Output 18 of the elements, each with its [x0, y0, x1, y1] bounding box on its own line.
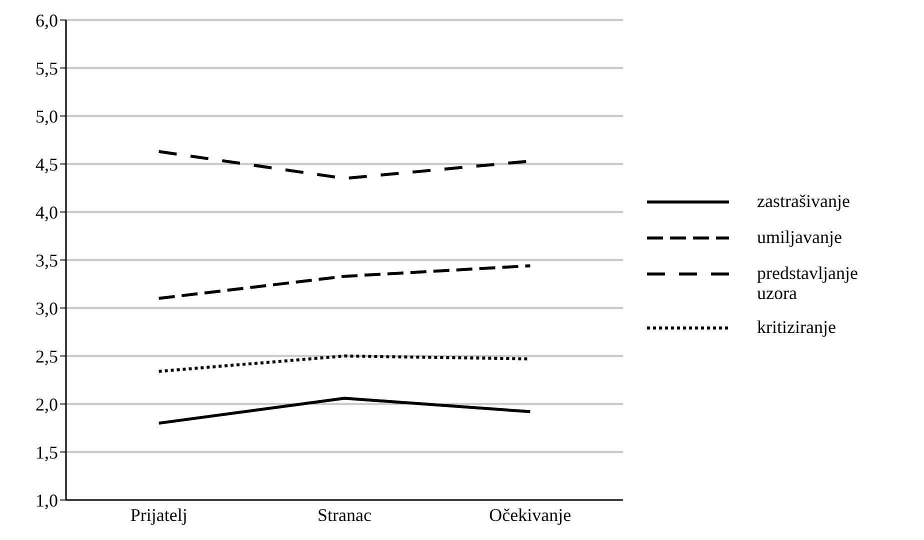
y-tick-label: 2,5 — [36, 346, 58, 366]
legend-label: kritiziranje — [757, 317, 837, 337]
y-tick-label: 6,0 — [36, 10, 58, 30]
y-tick-label: 4,0 — [36, 202, 58, 222]
y-tick-label: 1,0 — [36, 490, 58, 510]
x-tick-label: Prijatelj — [130, 504, 188, 525]
y-tick-label: 1,5 — [36, 442, 58, 462]
legend-label: umiljavanje — [757, 227, 843, 247]
y-tick-label: 5,0 — [36, 106, 58, 126]
y-tick-label: 4,5 — [36, 154, 58, 174]
legend-label: zastrašivanje — [757, 191, 851, 211]
y-tick-label: 3,0 — [36, 298, 58, 318]
y-tick-label: 3,5 — [36, 250, 58, 270]
x-tick-label: Stranac — [318, 504, 372, 525]
x-tick-label: Očekivanje — [489, 504, 572, 525]
legend-label: predstavljanje uzora — [757, 263, 859, 303]
y-tick-label: 5,5 — [36, 58, 58, 78]
y-tick-label: 2,0 — [36, 394, 58, 414]
